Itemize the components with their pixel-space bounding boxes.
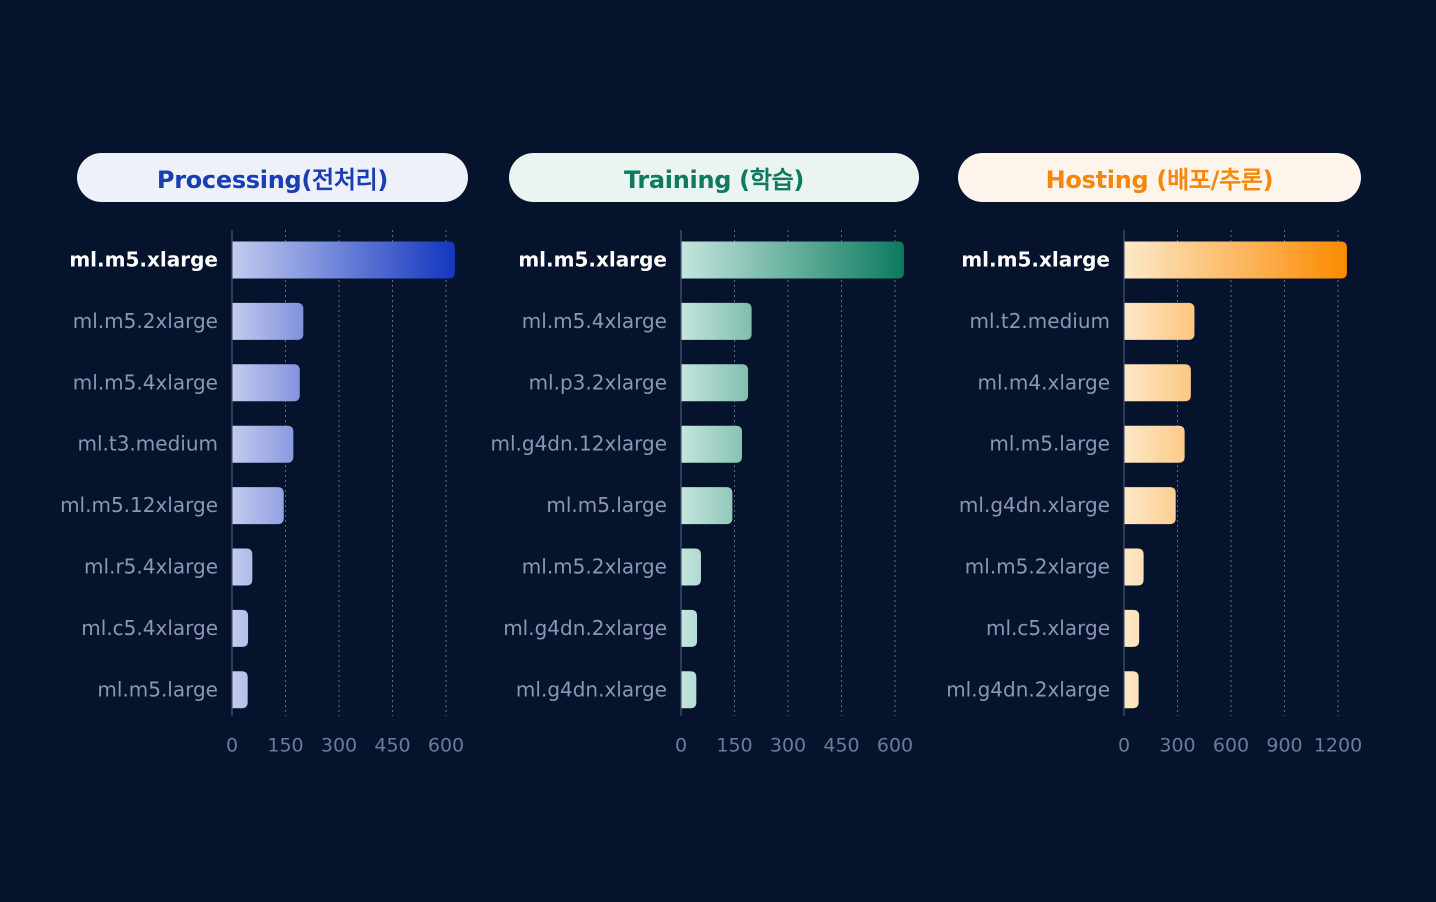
- hosting-bar: [1124, 425, 1185, 463]
- processing-bar: [232, 364, 300, 402]
- processing-bar: [232, 671, 248, 709]
- processing-tick-label: 600: [428, 735, 464, 757]
- processing-tick-label: 0: [226, 735, 238, 757]
- hosting-category-label: ml.m5.2xlarge: [965, 555, 1110, 579]
- hosting-chart: 0 300 600 900 1200 ml.m5.xlarge ml.t2.medium ml…: [946, 230, 1362, 757]
- hosting-bar: [1124, 302, 1195, 340]
- training-title: Training (학습): [509, 153, 919, 202]
- training-bar: [681, 302, 752, 340]
- processing-chart: 0 150 300 450 600 ml.m5.xlarge ml.m5.2xlarge ml…: [60, 230, 464, 757]
- training-bar: [681, 609, 698, 647]
- hosting-category-label: ml.m5.xlarge: [961, 248, 1110, 272]
- training-bar: [681, 241, 904, 279]
- training-bar: [681, 364, 749, 402]
- hosting-bar: [1124, 364, 1191, 402]
- hosting-tick-label: 1200: [1314, 735, 1362, 757]
- training-tick-label: 300: [770, 735, 806, 757]
- training-category-label: ml.m5.large: [546, 493, 667, 517]
- processing-bar: [232, 548, 253, 586]
- training-chart: 0 150 300 450 600 ml.m5.xlarge ml.m5.4xlarge ml…: [490, 230, 913, 757]
- training-category-label: ml.g4dn.xlarge: [516, 677, 667, 701]
- hosting-tick-label: 900: [1266, 735, 1302, 757]
- processing-bar: [232, 425, 294, 463]
- hosting-category-label: ml.g4dn.2xlarge: [946, 677, 1110, 701]
- processing-tick-label: 300: [321, 735, 357, 757]
- training-category-label: ml.p3.2xlarge: [529, 370, 667, 394]
- hosting-category-label: ml.c5.xlarge: [986, 616, 1110, 640]
- hosting-bar: [1124, 671, 1139, 709]
- training-tick-label: 600: [877, 735, 913, 757]
- processing-category-label: ml.c5.4xlarge: [81, 616, 218, 640]
- processing-category-label: ml.m5.4xlarge: [73, 370, 218, 394]
- processing-bar: [232, 609, 249, 647]
- training-category-label: ml.m5.4xlarge: [522, 309, 667, 333]
- training-category-label: ml.g4dn.12xlarge: [490, 432, 667, 456]
- hosting-tick-label: 300: [1159, 735, 1195, 757]
- training-bar: [681, 671, 697, 709]
- training-category-label: ml.g4dn.2xlarge: [503, 616, 667, 640]
- training-category-label: ml.m5.xlarge: [518, 248, 667, 272]
- processing-category-label: ml.m5.12xlarge: [60, 493, 218, 517]
- processing-title: Processing(전처리): [77, 153, 468, 202]
- processing-bar: [232, 487, 284, 525]
- processing-category-label: ml.m5.2xlarge: [73, 309, 218, 333]
- hosting-bar: [1124, 548, 1144, 586]
- hosting-category-label: ml.g4dn.xlarge: [959, 493, 1110, 517]
- hosting-bar: [1124, 609, 1140, 647]
- processing-tick-label: 150: [267, 735, 303, 757]
- training-tick-label: 150: [716, 735, 752, 757]
- training-bar: [681, 487, 733, 525]
- training-category-label: ml.m5.2xlarge: [522, 555, 667, 579]
- processing-category-label: ml.m5.xlarge: [69, 248, 218, 272]
- training-tick-label: 0: [675, 735, 687, 757]
- hosting-category-label: ml.m4.xlarge: [978, 370, 1110, 394]
- hosting-title: Hosting (배포/추론): [958, 153, 1361, 202]
- hosting-tick-label: 600: [1213, 735, 1249, 757]
- processing-category-label: ml.r5.4xlarge: [84, 555, 218, 579]
- processing-tick-label: 450: [374, 735, 410, 757]
- hosting-tick-label: 0: [1118, 735, 1130, 757]
- training-tick-label: 450: [823, 735, 859, 757]
- processing-bar: [232, 241, 455, 279]
- processing-bar: [232, 302, 304, 340]
- training-bar: [681, 548, 701, 586]
- processing-category-label: ml.m5.large: [97, 677, 218, 701]
- hosting-category-label: ml.t2.medium: [969, 309, 1110, 333]
- hosting-bar: [1124, 241, 1347, 279]
- hosting-bar: [1124, 487, 1176, 525]
- hosting-category-label: ml.m5.large: [989, 432, 1110, 456]
- processing-category-label: ml.t3.medium: [77, 432, 218, 456]
- training-bar: [681, 425, 742, 463]
